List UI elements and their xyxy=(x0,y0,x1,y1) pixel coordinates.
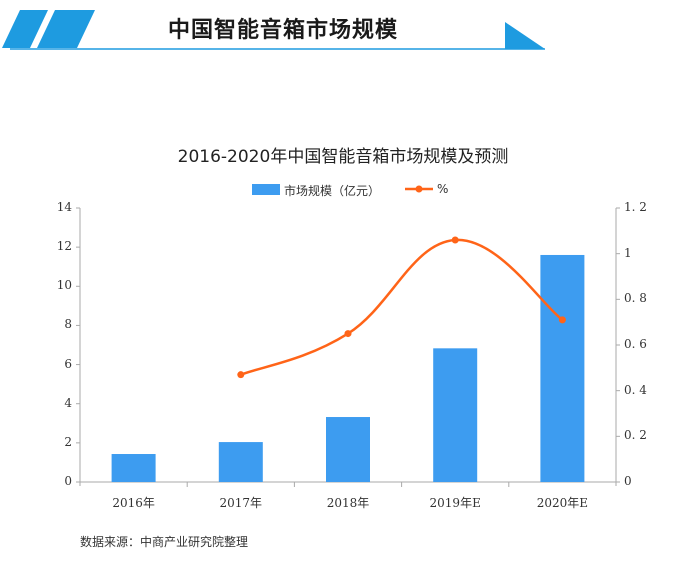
line-point xyxy=(451,236,459,244)
bar xyxy=(111,454,156,482)
line-point xyxy=(344,330,352,338)
header-banner: 中国智能音箱市场规模 xyxy=(0,0,686,60)
bar xyxy=(326,417,370,482)
y-left-tick: 10 xyxy=(56,278,72,293)
y-left-tick: 6 xyxy=(64,356,72,371)
y-right-tick: 0. 8 xyxy=(624,291,647,306)
y-left-tick: 14 xyxy=(56,200,72,214)
x-tick-label: 2017年 xyxy=(219,496,263,510)
x-tick-label: 2019年E xyxy=(429,496,481,510)
y-left-tick: 2 xyxy=(64,434,72,449)
y-right-tick: 0 xyxy=(624,474,632,488)
y-left-tick: 8 xyxy=(64,317,72,332)
y-left-tick: 4 xyxy=(64,395,72,410)
y-right-tick: 0. 4 xyxy=(624,382,647,397)
y-right-tick: 0. 6 xyxy=(624,337,647,351)
line-point xyxy=(558,316,566,324)
banner-decoration xyxy=(2,10,545,50)
legend-line-swatch xyxy=(404,182,434,199)
y-left-tick: 0 xyxy=(64,474,72,488)
growth-line xyxy=(240,238,564,376)
line-point xyxy=(237,371,245,379)
data-source: 数据来源：中商产业研究院整理 xyxy=(80,535,249,549)
x-tick-label: 2018年 xyxy=(326,496,370,510)
legend-bar-label: 市场规模（亿元） xyxy=(284,184,381,198)
y-right-tick: 1 xyxy=(624,245,632,260)
y-left-tick: 12 xyxy=(56,239,72,254)
x-tick-label: 2016年 xyxy=(112,496,155,510)
y-right-tick: 0. 2 xyxy=(624,428,647,443)
banner-title: 中国智能音箱市场规模 xyxy=(168,18,399,43)
bar xyxy=(218,442,263,482)
x-tick-label: 2020年E xyxy=(536,496,589,510)
chart-title: 2016-2020年中国智能音箱市场规模及预测 xyxy=(177,147,509,167)
bar xyxy=(433,348,478,482)
legend-bar-swatch xyxy=(252,182,280,198)
bar xyxy=(540,254,585,482)
y-right-tick: 1. 2 xyxy=(624,200,647,214)
legend-line-label: % xyxy=(437,182,449,196)
chart-legend: 市场规模（亿元） % xyxy=(0,182,686,198)
